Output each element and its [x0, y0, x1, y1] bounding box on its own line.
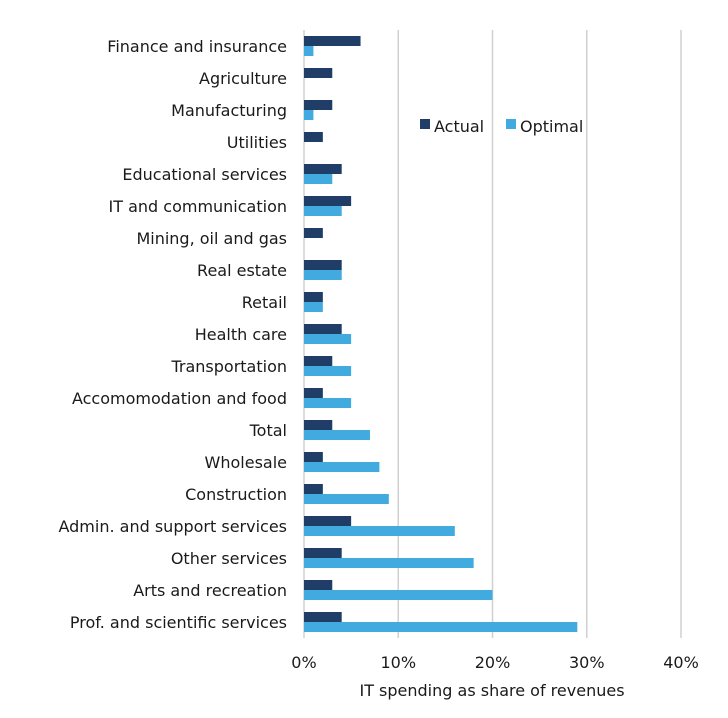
- bar-optimal: [304, 558, 474, 568]
- category-label: Mining, oil and gas: [136, 229, 287, 248]
- legend-swatch-optimal: [506, 119, 516, 129]
- x-tick-label: 0%: [291, 653, 316, 672]
- bar-optimal: [304, 430, 370, 440]
- x-tick-labels: 0% 10% 20% 30% 40%: [291, 653, 698, 672]
- legend-label-optimal: Optimal: [520, 117, 583, 136]
- gridlines: [303, 30, 682, 638]
- bar-actual: [304, 516, 352, 526]
- bar-actual: [304, 196, 352, 206]
- category-labels: Finance and insurance Agriculture Manufact…: [58, 37, 287, 632]
- bar-optimal: [304, 526, 455, 536]
- legend-label-actual: Actual: [434, 117, 484, 136]
- bar-optimal: [304, 270, 342, 280]
- bar-optimal: [304, 366, 352, 376]
- category-label: Transportation: [170, 357, 287, 376]
- bar-actual: [304, 164, 342, 174]
- bar-actual: [304, 228, 323, 238]
- bar-actual: [304, 68, 333, 78]
- bar-actual: [304, 132, 323, 142]
- bar-optimal: [304, 494, 389, 504]
- category-label: Utilities: [227, 133, 287, 152]
- bar-optimal: [304, 462, 380, 472]
- bar-actual: [304, 292, 323, 302]
- category-label: Admin. and support services: [58, 517, 287, 536]
- category-label: IT and communication: [109, 197, 288, 216]
- category-label: Prof. and scientific services: [70, 613, 287, 632]
- bar-optimal: [304, 590, 493, 600]
- x-tick-label: 10%: [380, 653, 416, 672]
- bar-actual: [304, 100, 333, 110]
- category-label: Construction: [185, 485, 287, 504]
- category-label: Accomomodation and food: [72, 389, 287, 408]
- bar-actual: [304, 612, 342, 622]
- bar-optimal: [304, 622, 578, 632]
- bar-actual: [304, 420, 333, 430]
- category-label: Manufacturing: [171, 101, 287, 120]
- bar-optimal: [304, 302, 323, 312]
- category-label: Real estate: [197, 261, 287, 280]
- category-label: Wholesale: [205, 453, 287, 472]
- category-label: Retail: [242, 293, 287, 312]
- category-label: Other services: [171, 549, 287, 568]
- bar-actual: [304, 356, 333, 366]
- bar-optimal: [304, 334, 352, 344]
- category-label: Total: [249, 421, 287, 440]
- x-tick-label: 30%: [569, 653, 605, 672]
- bar-optimal: [304, 174, 333, 184]
- bar-actual: [304, 324, 342, 334]
- bar-optimal: [304, 398, 352, 408]
- x-axis-title: IT spending as share of revenues: [359, 681, 624, 700]
- bar-actual: [304, 388, 323, 398]
- bars: [304, 36, 578, 632]
- bar-actual: [304, 452, 323, 462]
- category-label: Health care: [195, 325, 287, 344]
- x-tick-label: 20%: [475, 653, 511, 672]
- category-label: Educational services: [122, 165, 287, 184]
- category-label: Arts and recreation: [133, 581, 287, 600]
- bar-actual: [304, 548, 342, 558]
- category-label: Finance and insurance: [107, 37, 287, 56]
- bar-actual: [304, 36, 361, 46]
- bar-actual: [304, 580, 333, 590]
- bar-optimal: [304, 110, 314, 120]
- bar-actual: [304, 260, 342, 270]
- category-label: Agriculture: [199, 69, 287, 88]
- bar-optimal: [304, 46, 314, 56]
- legend: Actual Optimal: [420, 117, 583, 136]
- bar-optimal: [304, 206, 342, 216]
- bar-actual: [304, 484, 323, 494]
- legend-swatch-actual: [420, 119, 430, 129]
- x-tick-label: 40%: [663, 653, 699, 672]
